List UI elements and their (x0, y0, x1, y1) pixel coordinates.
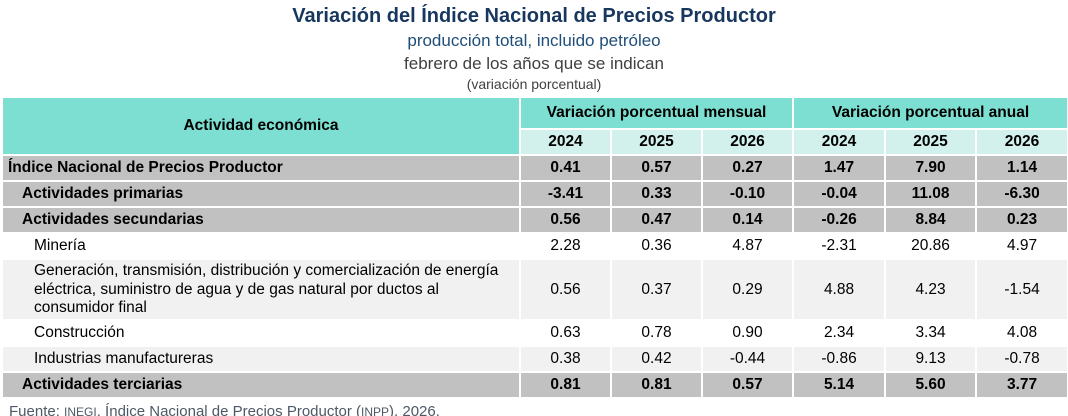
value-cell: 1.47 (792, 154, 887, 183)
value-cell: 0.90 (700, 319, 795, 348)
value-cell: -0.86 (792, 345, 887, 374)
value-cell: 0.38 (519, 345, 612, 374)
year-header-anual-2026: 2026 (975, 128, 1068, 157)
value-cell: 3.34 (884, 319, 978, 348)
value-cell: 0.78 (610, 319, 703, 348)
activity-label: Actividades primarias (1, 180, 521, 209)
year-header-anual-2025: 2025 (884, 128, 978, 157)
value-cell: 5.14 (792, 371, 887, 400)
source-middle: . Índice Nacional de Precios Productor ( (96, 403, 362, 416)
value-cell: 2.28 (519, 232, 612, 261)
table-row: Índice Nacional de Precios Productor 0.41… (1, 154, 1068, 183)
year-header-row: 2024 2025 2026 2024 2025 2026 (2, 128, 1068, 157)
value-cell: 0.57 (610, 154, 703, 183)
value-cell: 3.77 (975, 371, 1068, 400)
value-cell: 0.81 (610, 371, 703, 400)
value-cell: -0.44 (700, 345, 795, 374)
value-cell: 8.84 (884, 206, 978, 235)
value-cell: 0.33 (610, 180, 703, 209)
value-cell: 2.34 (792, 319, 887, 348)
value-cell: 0.37 (610, 258, 703, 322)
page-title: Variación del Índice Nacional de Precios… (292, 5, 776, 27)
year-header-anual-2024: 2024 (792, 128, 887, 157)
value-cell: 20.86 (884, 232, 978, 261)
value-cell: 0.56 (519, 206, 612, 235)
activity-label: Minería (1, 232, 521, 261)
value-cell: 0.42 (610, 345, 703, 374)
value-cell: -3.41 (519, 180, 612, 209)
value-cell: 4.08 (975, 319, 1068, 348)
value-cell: 9.13 (884, 345, 978, 374)
activity-label: Índice Nacional de Precios Productor (1, 154, 521, 183)
value-cell: -0.26 (792, 206, 887, 235)
column-group-anual: Variación porcentual anual (792, 96, 1068, 131)
value-cell: 5.60 (884, 371, 978, 400)
table-row: Actividades terciarias 0.81 0.81 0.57 5.14 5.… (1, 371, 1068, 400)
activity-label: Industrias manufactureras (1, 345, 521, 374)
group-header-row: Actividad económica Variación porcentual… (1, 96, 1068, 157)
value-cell: -0.78 (975, 345, 1068, 374)
column-group-mensual: Variación porcentual mensual (518, 96, 795, 131)
value-cell: 0.81 (519, 371, 612, 400)
value-cell: 4.23 (884, 258, 978, 322)
activity-label: Actividades secundarias (1, 206, 521, 235)
table-row: Construcción 0.63 0.78 0.90 2.34 3.34 4.08 (1, 319, 1068, 348)
value-cell: 0.29 (700, 258, 795, 322)
value-cell: 0.23 (975, 206, 1068, 235)
source-org: INEGI (64, 405, 97, 416)
value-cell: 0.57 (700, 371, 795, 400)
value-cell: 0.63 (519, 319, 612, 348)
value-cell: 1.14 (975, 154, 1068, 183)
source-suffix: ), 2026. (389, 403, 440, 416)
value-cell: 0.14 (700, 206, 795, 235)
value-cell: 0.27 (700, 154, 795, 183)
page-subtitle-period: febrero de los años que se indican (404, 53, 664, 73)
year-header-mensual-2024: 2024 (519, 128, 612, 157)
activity-label: Generación, transmisión, distribución y … (1, 258, 521, 322)
value-cell: 7.90 (884, 154, 978, 183)
table-row: Minería 2.28 0.36 4.87 -2.31 20.86 4.97 (1, 232, 1068, 261)
value-cell: 0.41 (519, 154, 612, 183)
column-header-actividad: Actividad económica (1, 96, 521, 157)
value-cell: 4.97 (975, 232, 1068, 261)
source-note: Fuente: INEGI. Índice Nacional de Precio… (0, 399, 1068, 416)
value-cell: 0.56 (519, 258, 612, 322)
value-cell: -6.30 (975, 180, 1068, 209)
value-cell: 0.47 (610, 206, 703, 235)
value-cell: 0.36 (610, 232, 703, 261)
value-cell: 4.87 (700, 232, 795, 261)
table-row: Industrias manufactureras 0.38 0.42 -0.44 -0… (1, 345, 1068, 374)
value-cell: -0.04 (792, 180, 887, 209)
value-cell: 4.88 (792, 258, 887, 322)
table-row: Actividades secundarias 0.56 0.47 0.14 -0.26… (1, 206, 1068, 235)
year-header-mensual-2025: 2025 (610, 128, 703, 157)
page-subtitle: producción total, incluido petróleo (407, 31, 661, 50)
value-cell: -1.54 (975, 258, 1068, 322)
value-cell: 11.08 (884, 180, 978, 209)
inpp-table: Actividad económica Variación porcentual… (1, 96, 1068, 400)
activity-label: Actividades terciarias (1, 371, 521, 400)
table-row: Actividades primarias -3.41 0.33 -0.10 -0.04… (1, 180, 1068, 209)
source-abbr: INPP (361, 405, 390, 416)
title-block: Variación del Índice Nacional de Precios… (0, 0, 1068, 93)
year-header-mensual-2026: 2026 (700, 128, 795, 157)
value-cell: -0.10 (700, 180, 795, 209)
page-subtitle-unit: (variación porcentual) (466, 75, 602, 92)
table-row: Generación, transmisión, distribución y … (1, 258, 1068, 322)
activity-label: Construcción (1, 319, 521, 348)
value-cell: -2.31 (792, 232, 887, 261)
source-prefix: Fuente: (9, 403, 65, 416)
